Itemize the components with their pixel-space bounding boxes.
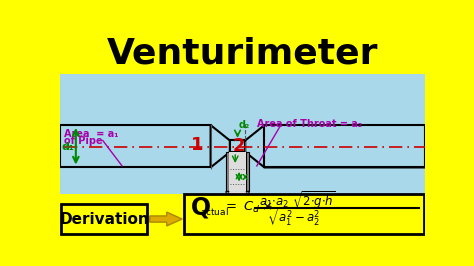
Text: Venturimeter: Venturimeter xyxy=(107,36,379,70)
Text: $\mathrm{actual}$: $\mathrm{actual}$ xyxy=(200,206,229,217)
Polygon shape xyxy=(245,125,425,167)
Text: Area of Throat = a₂: Area of Throat = a₂ xyxy=(257,119,362,128)
Polygon shape xyxy=(226,152,229,191)
Text: $=\ C_d\times$: $=\ C_d\times$ xyxy=(223,200,273,215)
FancyBboxPatch shape xyxy=(183,194,424,234)
Text: d₂: d₂ xyxy=(238,120,249,130)
Polygon shape xyxy=(150,212,182,226)
FancyBboxPatch shape xyxy=(61,32,425,74)
Polygon shape xyxy=(226,191,249,203)
FancyBboxPatch shape xyxy=(61,74,425,194)
Text: 2: 2 xyxy=(232,137,245,155)
Text: x: x xyxy=(242,172,248,182)
FancyBboxPatch shape xyxy=(61,194,425,237)
FancyBboxPatch shape xyxy=(61,204,147,234)
FancyBboxPatch shape xyxy=(264,125,425,167)
Polygon shape xyxy=(229,152,246,191)
FancyBboxPatch shape xyxy=(61,167,425,194)
Polygon shape xyxy=(229,191,246,200)
Text: $\mathbf{Q}$: $\mathbf{Q}$ xyxy=(190,195,210,220)
Text: d₁: d₁ xyxy=(62,142,74,152)
Polygon shape xyxy=(210,125,230,167)
FancyBboxPatch shape xyxy=(230,140,245,152)
Text: 1: 1 xyxy=(191,136,203,154)
Polygon shape xyxy=(246,152,249,191)
Text: Area  = a₁: Area = a₁ xyxy=(64,129,119,139)
Text: of Pipe: of Pipe xyxy=(64,136,103,146)
Text: $\sqrt{a_1^2 - a_2^2}$: $\sqrt{a_1^2 - a_2^2}$ xyxy=(267,207,323,228)
Text: $a_1{\cdot}a_2\ \sqrt{2{\cdot}g{\cdot}h}$: $a_1{\cdot}a_2\ \sqrt{2{\cdot}g{\cdot}h}… xyxy=(259,190,336,211)
Text: Derivation: Derivation xyxy=(59,211,149,227)
FancyBboxPatch shape xyxy=(61,125,210,167)
